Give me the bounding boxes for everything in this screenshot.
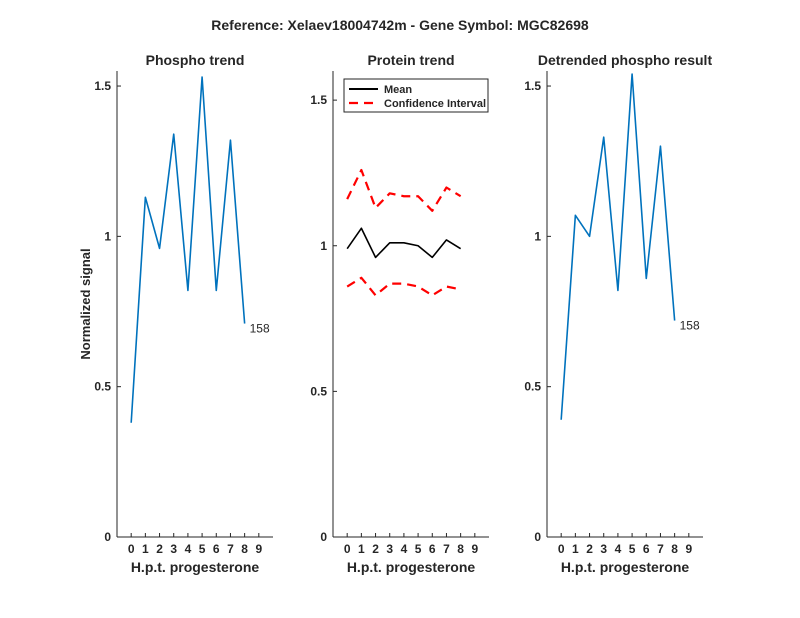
x-tick-label: 5 [415, 542, 422, 556]
x-tick-label: 3 [170, 542, 177, 556]
x-tick-label: 5 [629, 542, 636, 556]
x-tick-label: 0 [558, 542, 565, 556]
x-tick-label: 6 [643, 542, 650, 556]
y-tick-label: 1 [104, 229, 111, 243]
legend-box [343, 78, 489, 113]
y-tick-label: 1 [320, 239, 327, 253]
x-axis-label: H.p.t. progesterone [131, 559, 260, 575]
series-line [346, 168, 462, 212]
x-tick-label: 7 [227, 542, 234, 556]
x-axis-label: H.p.t. progesterone [561, 559, 690, 575]
panel-title: Protein trend [367, 52, 454, 68]
figure-title: Reference: Xelaev18004742m - Gene Symbol… [211, 17, 589, 33]
x-tick-label: 0 [344, 542, 351, 556]
y-tick-label: 0 [534, 530, 541, 544]
x-tick-label: 8 [241, 542, 248, 556]
x-tick-label: 1 [358, 542, 365, 556]
y-tick-label: 1.5 [310, 93, 327, 107]
series-line [346, 276, 461, 297]
y-tick-label: 1 [534, 229, 541, 243]
x-tick-label: 9 [255, 542, 262, 556]
x-tick-label: 0 [128, 542, 135, 556]
legend-label: Mean [384, 84, 412, 96]
panel-title: Phospho trend [146, 52, 245, 68]
series-line [346, 227, 462, 259]
x-tick-label: 4 [401, 542, 408, 556]
x-axis-label: H.p.t. progesterone [347, 559, 476, 575]
x-tick-label: 8 [457, 542, 464, 556]
y-tick-label: 0 [320, 530, 327, 544]
x-tick-label: 7 [443, 542, 450, 556]
x-tick-label: 3 [386, 542, 393, 556]
x-tick-label: 4 [615, 542, 622, 556]
x-tick-label: 1 [572, 542, 579, 556]
legend-label: Confidence Interval [384, 98, 486, 110]
x-tick-label: 7 [657, 542, 664, 556]
legend: Mean Confidence Interval [343, 78, 489, 113]
y-tick-label: 0.5 [310, 384, 327, 398]
x-tick-label: 4 [185, 542, 192, 556]
x-tick-label: 2 [156, 542, 163, 556]
y-tick-label: 0.5 [524, 380, 541, 394]
x-tick-label: 9 [471, 542, 478, 556]
x-tick-label: 1 [142, 542, 149, 556]
y-tick-label: 1.5 [524, 79, 541, 93]
panel-title: Detrended phospho result [538, 52, 713, 68]
x-tick-label: 2 [372, 542, 379, 556]
series-line [560, 73, 676, 420]
line-annotation: 158 [680, 319, 700, 333]
series-line [130, 76, 246, 423]
y-tick-label: 0 [104, 530, 111, 544]
x-tick-label: 3 [600, 542, 607, 556]
y-tick-label: 0.5 [94, 380, 111, 394]
x-tick-label: 5 [199, 542, 206, 556]
x-tick-label: 6 [213, 542, 220, 556]
x-tick-label: 9 [685, 542, 692, 556]
x-tick-label: 6 [429, 542, 436, 556]
y-tick-label: 1.5 [94, 79, 111, 93]
y-axis-label: Normalized signal [78, 248, 93, 359]
line-annotation: 158 [250, 322, 270, 336]
x-tick-label: 2 [586, 542, 593, 556]
x-tick-label: 8 [671, 542, 678, 556]
